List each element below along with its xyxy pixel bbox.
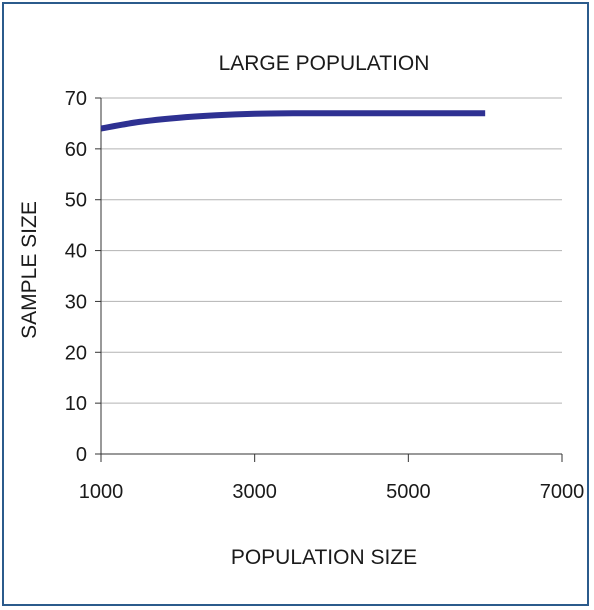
y-tick-label: 40 — [65, 241, 87, 263]
x-tick-labels: 1000 3000 5000 7000 — [79, 481, 585, 503]
x-axis-label: POPULATION SIZE — [231, 546, 417, 569]
x-tick-label: 7000 — [540, 481, 585, 503]
y-tick-label: 70 — [65, 88, 87, 110]
x-tick-label: 1000 — [79, 481, 124, 503]
y-tick-label: 0 — [76, 444, 87, 466]
series-line — [100, 110, 486, 132]
y-tick-label: 60 — [65, 139, 87, 161]
y-tick-label: 30 — [65, 291, 87, 313]
series-group — [100, 110, 486, 132]
axes — [95, 97, 563, 462]
chart: 0 10 20 30 40 50 60 70 1000 3000 5000 7000 LARGE P… — [18, 52, 585, 569]
y-axis-label: SAMPLE SIZE — [18, 201, 41, 339]
y-tick-label: 20 — [65, 342, 87, 364]
y-tick-label: 50 — [65, 190, 87, 212]
y-tick-label: 10 — [65, 393, 87, 415]
chart-frame: 0 10 20 30 40 50 60 70 1000 3000 5000 7000 LARGE P… — [2, 2, 589, 606]
x-tick-label: 3000 — [232, 481, 277, 503]
y-tick-labels: 0 10 20 30 40 50 60 70 — [65, 88, 87, 466]
chart-title: LARGE POPULATION — [219, 52, 430, 75]
grid-lines — [101, 97, 562, 404]
x-tick-label: 5000 — [386, 481, 431, 503]
